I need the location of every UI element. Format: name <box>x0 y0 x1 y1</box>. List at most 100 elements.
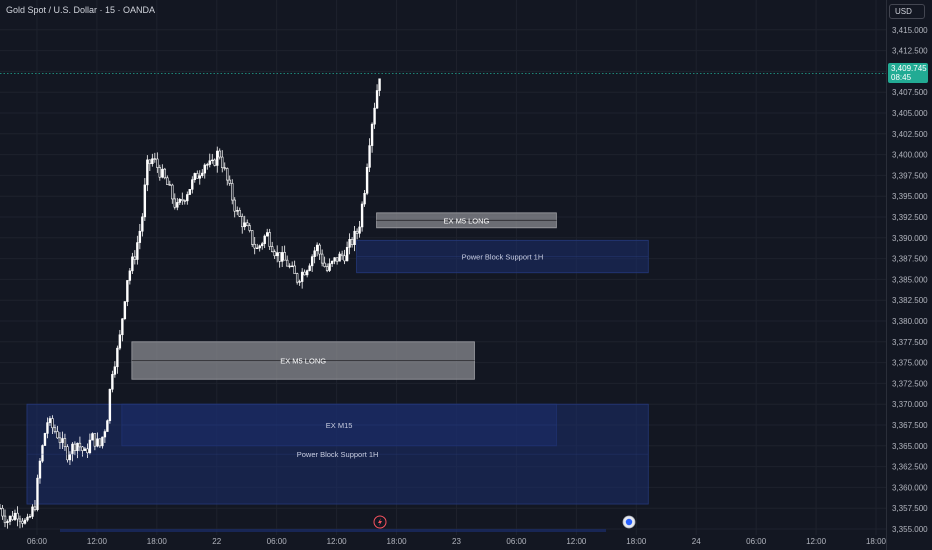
candle-down <box>153 158 157 160</box>
lightning-glyph <box>378 518 382 526</box>
candle-up <box>203 164 206 174</box>
candle-up <box>131 256 134 272</box>
y-axis-tick-label: 3,367.500 <box>892 421 928 430</box>
candle-down <box>3 515 7 524</box>
candle-down <box>335 257 339 262</box>
candle-up <box>138 230 142 243</box>
candle-up <box>71 443 74 455</box>
candle-up <box>101 436 104 447</box>
bottom-zone-strip <box>60 529 606 532</box>
candle-up <box>41 445 44 462</box>
y-axis-tick-label: 3,370.000 <box>892 400 928 409</box>
candle-up <box>103 431 107 438</box>
candle-up <box>61 438 64 443</box>
candle-down <box>226 168 229 181</box>
candle-up <box>206 164 209 166</box>
candle-down <box>33 506 37 510</box>
x-axis-tick-label: 06:00 <box>27 537 48 546</box>
candle-down <box>148 159 152 165</box>
candle-up <box>186 194 189 202</box>
x-axis-tick-label: 06:00 <box>267 537 288 546</box>
candle-down <box>253 244 256 249</box>
zone-label: Power Block Support 1H <box>297 450 379 459</box>
candle-up <box>330 260 334 264</box>
last-price-label: 3,409.745 08:45 <box>888 63 928 83</box>
candle-down <box>270 246 274 252</box>
candle-up <box>191 179 194 190</box>
candle-up <box>13 512 17 520</box>
candle-down <box>251 230 254 245</box>
candle-up <box>176 202 179 208</box>
candle-down <box>303 271 306 276</box>
economic-event-glyph <box>625 518 633 526</box>
candle-up <box>305 270 309 276</box>
symbol-title[interactable]: Gold Spot / U.S. Dollar · 15 · OANDA <box>6 5 156 15</box>
candle-up <box>43 433 47 446</box>
candle-up <box>143 184 147 218</box>
candle-down <box>268 232 271 247</box>
candle-up <box>76 442 79 451</box>
candle-down <box>181 198 184 201</box>
candle-up <box>338 253 341 262</box>
candle-up <box>46 422 49 434</box>
x-axis-tick-label: 12:00 <box>327 537 348 546</box>
candle-up <box>265 232 269 237</box>
candle-down <box>183 200 186 202</box>
candle-down <box>340 253 344 257</box>
y-axis-tick-label: 3,360.000 <box>892 483 928 492</box>
y-axis-tick-label: 3,405.000 <box>892 109 928 118</box>
candle-up <box>188 189 191 195</box>
candle-up <box>31 506 34 517</box>
y-axis-tick-label: 3,412.500 <box>892 47 928 56</box>
candle-up <box>243 222 246 228</box>
candle-up <box>23 519 27 524</box>
candle-down <box>133 256 137 260</box>
candle-up <box>198 175 201 179</box>
currency-button[interactable]: USD <box>889 4 925 19</box>
candle-down <box>228 179 231 184</box>
y-axis-tick-label: 3,390.000 <box>892 234 928 243</box>
candle-down <box>86 448 89 454</box>
y-axis-tick-label: 3,372.500 <box>892 379 928 388</box>
candle-down <box>58 437 62 443</box>
candle-up <box>96 438 99 447</box>
candle-down <box>98 438 102 447</box>
candle-up <box>258 245 261 249</box>
candle-down <box>318 244 321 255</box>
y-axis-tick-label: 3,415.000 <box>892 26 928 35</box>
candle-up <box>111 374 114 390</box>
candle-down <box>233 199 236 212</box>
y-axis-tick-label: 3,385.000 <box>892 275 928 284</box>
candle-down <box>156 158 159 168</box>
candle-up <box>113 366 117 375</box>
candle-up <box>126 280 129 302</box>
x-axis-tick-label: 06:00 <box>746 537 767 546</box>
candle-up <box>363 193 366 205</box>
candle-down <box>163 168 167 179</box>
candle-up <box>370 123 374 146</box>
candle-up <box>146 159 149 186</box>
candle-down <box>283 252 286 261</box>
candle-up <box>83 448 87 451</box>
candle-down <box>246 222 249 226</box>
candle-up <box>313 250 316 257</box>
candle-up <box>123 301 127 320</box>
candle-down <box>21 520 24 524</box>
candle-down <box>63 438 67 447</box>
y-axis-tick-label: 3,382.500 <box>892 296 928 305</box>
candle-up <box>38 460 42 479</box>
candle-down <box>66 446 69 461</box>
candle-down <box>166 177 169 185</box>
candle-down <box>218 150 221 158</box>
x-axis-tick-label: 22 <box>212 537 221 546</box>
candle-up <box>345 247 349 262</box>
candle-up <box>208 160 211 165</box>
candle-up <box>300 271 304 282</box>
y-axis-tick-label: 3,362.500 <box>892 463 928 472</box>
candle-up <box>288 265 291 268</box>
x-axis-tick-label: 12:00 <box>87 537 108 546</box>
candle-down <box>350 239 354 245</box>
candle-down <box>355 230 359 234</box>
